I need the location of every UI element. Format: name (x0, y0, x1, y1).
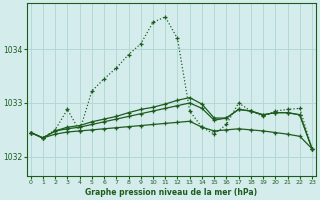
X-axis label: Graphe pression niveau de la mer (hPa): Graphe pression niveau de la mer (hPa) (85, 188, 257, 197)
